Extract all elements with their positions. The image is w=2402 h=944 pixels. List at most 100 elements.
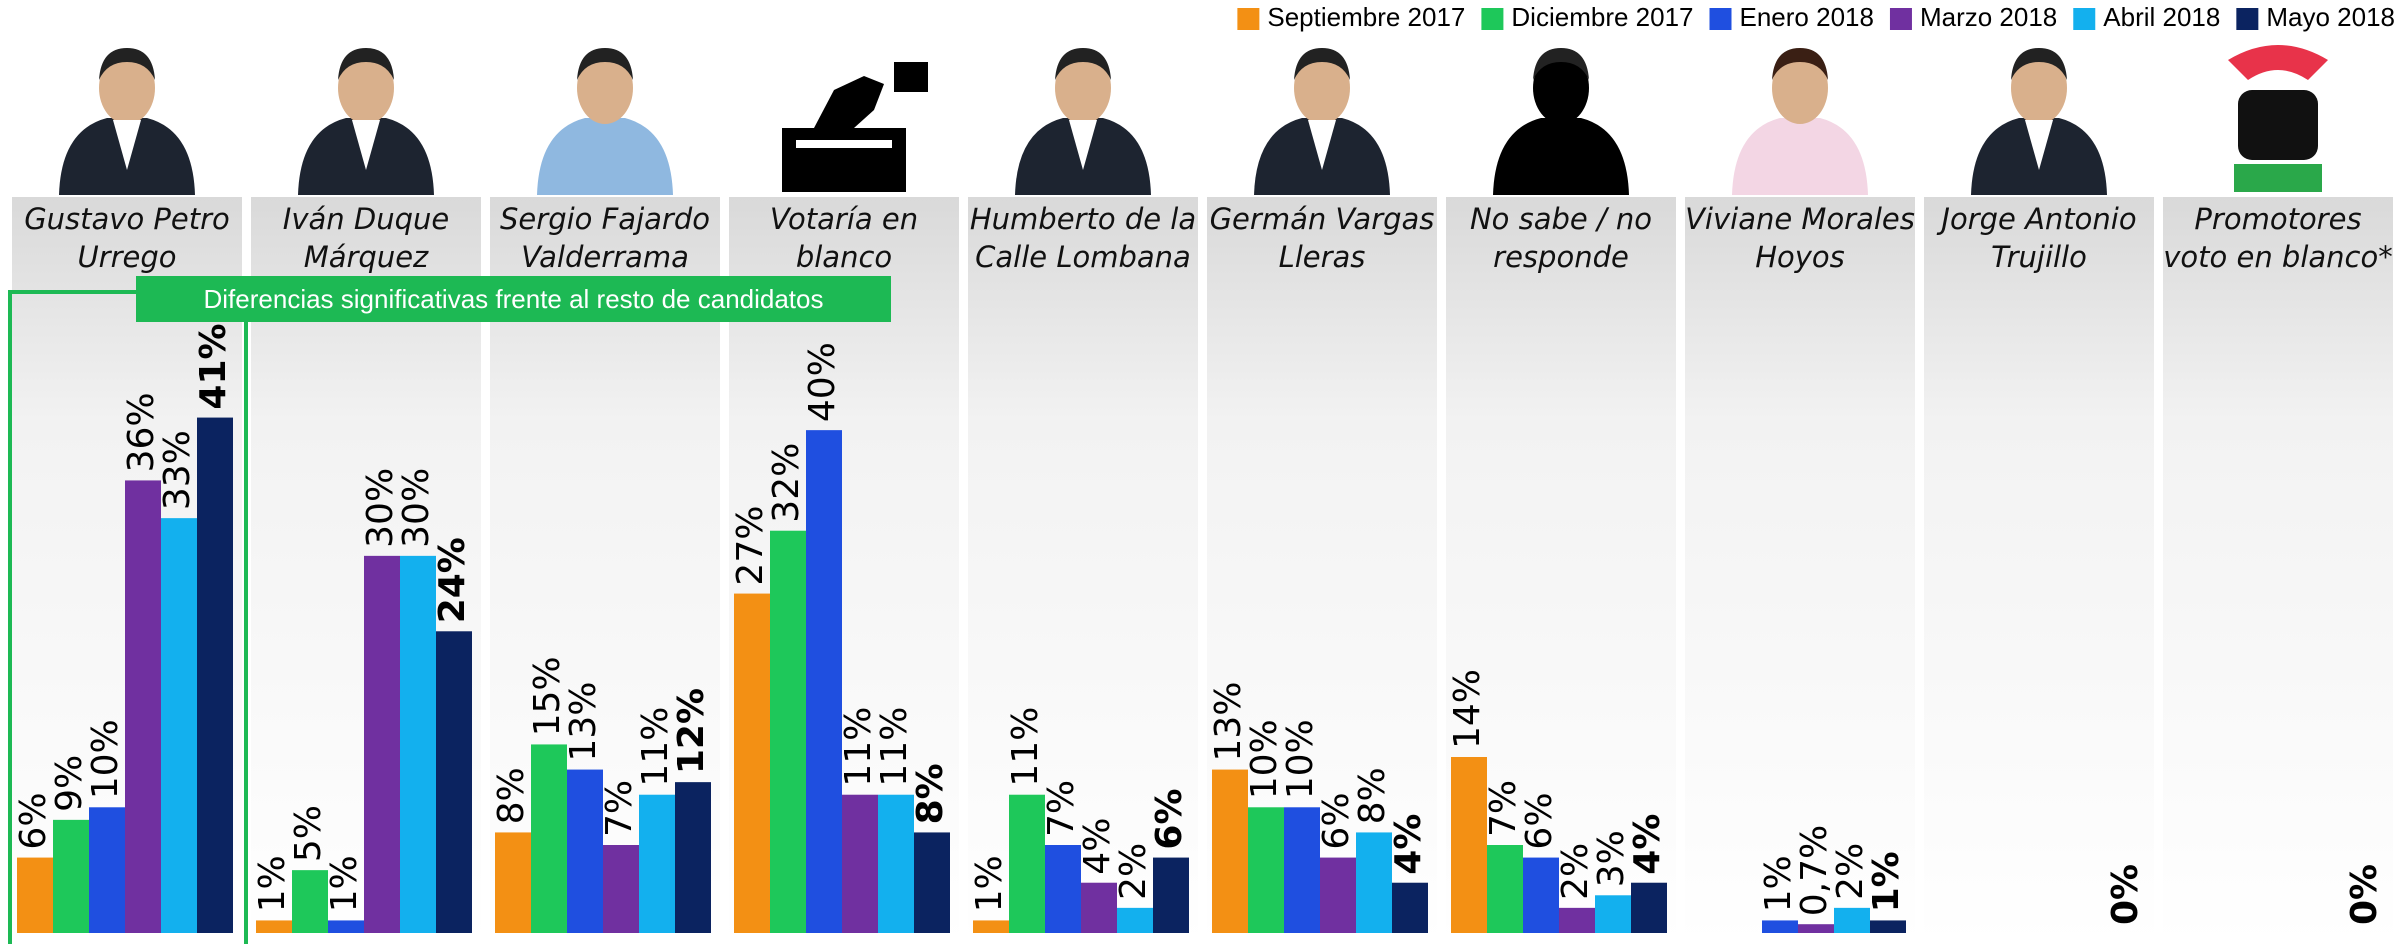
shoulders (537, 118, 673, 195)
category-label: Gustavo Petro Urrego (24, 202, 230, 274)
portrait (537, 48, 673, 195)
portrait (1493, 48, 1629, 195)
legend-swatch (1237, 8, 1260, 30)
bar (364, 555, 400, 933)
bar (1595, 895, 1631, 933)
annotation: Diferencias significativas frente al res… (136, 276, 891, 322)
panel (968, 197, 1198, 944)
data-label: 27% (730, 506, 771, 586)
data-label: 13% (563, 682, 604, 762)
hair (99, 48, 155, 80)
bar (1117, 907, 1153, 933)
data-label: 8% (491, 767, 532, 824)
hair (577, 48, 633, 80)
bar (436, 631, 472, 933)
data-label: 5% (288, 805, 329, 862)
legend-label: Diciembre 2017 (1511, 2, 1693, 32)
bar (1009, 794, 1045, 933)
bar (567, 769, 603, 933)
data-label: 11% (1005, 707, 1046, 787)
data-label: 1% (969, 855, 1010, 912)
bar (770, 530, 806, 933)
data-label: 13% (1208, 682, 1249, 762)
data-label: 36% (121, 392, 162, 472)
data-label: 2% (1555, 843, 1596, 900)
panel (1924, 197, 2154, 944)
data-label: 24% (432, 537, 473, 623)
bar (17, 857, 53, 933)
bar (197, 417, 233, 934)
data-label: 3% (1591, 830, 1632, 887)
icon (796, 140, 892, 148)
data-label: 6% (1149, 788, 1190, 849)
highlight-box (8, 290, 248, 944)
shirt (2025, 120, 2053, 170)
portrait (59, 48, 195, 195)
category-label: Viviane Morales Hoyos (1685, 202, 1915, 274)
bar (1248, 807, 1284, 933)
data-label: 10% (1280, 719, 1321, 799)
data-label: 40% (802, 342, 843, 422)
data-label: 1% (324, 855, 365, 912)
bar (639, 794, 675, 933)
head (1294, 52, 1350, 124)
bar (400, 555, 436, 933)
legend-swatch (2236, 8, 2259, 30)
data-label: 30% (396, 468, 437, 548)
bar (125, 480, 161, 933)
hair (338, 48, 394, 80)
data-label: 6% (13, 792, 54, 849)
bar (1451, 757, 1487, 933)
data-label: 10% (1244, 719, 1285, 799)
hair (1772, 48, 1828, 80)
legend-swatch (1889, 8, 1912, 30)
shirt (352, 120, 380, 170)
data-label: 1% (1866, 851, 1907, 912)
data-label: 10% (85, 719, 126, 799)
data-label: 30% (360, 468, 401, 548)
bar (914, 832, 950, 933)
data-label: 0,7% (1794, 825, 1835, 916)
panel (2163, 197, 2393, 944)
data-label: 4% (1627, 814, 1668, 875)
bar (53, 819, 89, 933)
head (99, 52, 155, 124)
data-label: 14% (1447, 669, 1488, 749)
bar (1284, 807, 1320, 933)
bar (806, 430, 842, 933)
legend-label: Enero 2018 (1740, 2, 1874, 32)
bar (1798, 924, 1834, 933)
bar (495, 832, 531, 933)
bar (1320, 857, 1356, 933)
bar (256, 920, 292, 933)
legend-swatch (1709, 8, 1732, 30)
bar (1834, 907, 1870, 933)
bar (328, 920, 364, 933)
bar (1153, 857, 1189, 933)
data-label: 0% (2344, 864, 2385, 925)
data-label: 4% (1077, 818, 1118, 875)
category-label: Sergio Fajardo Valderrama (500, 202, 710, 274)
bar (1081, 882, 1117, 933)
data-label: 1% (252, 855, 293, 912)
data-label: 9% (49, 755, 90, 812)
data-label: 15% (527, 656, 568, 736)
legend-label: Abril 2018 (2103, 2, 2220, 32)
bar (1762, 920, 1798, 933)
head (1055, 52, 1111, 124)
shoulders (1732, 118, 1868, 195)
bar (1870, 920, 1906, 933)
panel (1685, 197, 1915, 944)
data-label: 6% (1316, 792, 1357, 849)
category-label: Iván Duque Márquez (282, 202, 450, 274)
head (1533, 52, 1589, 124)
bar (603, 845, 639, 933)
head (2011, 52, 2067, 124)
data-label: 6% (1519, 792, 1560, 849)
data-label: 12% (671, 688, 712, 774)
data-label: 7% (1041, 780, 1082, 837)
data-label: 7% (599, 780, 640, 837)
shirt (113, 120, 141, 170)
data-label: 11% (635, 707, 676, 787)
